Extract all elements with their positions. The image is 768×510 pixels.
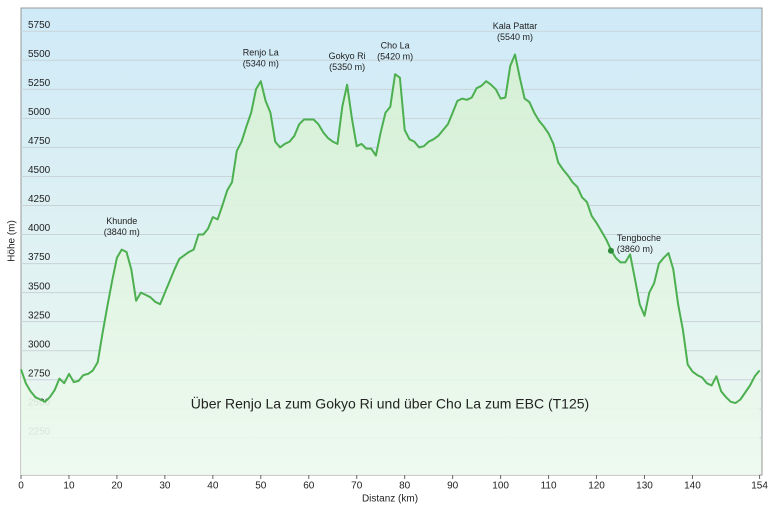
x-tick-label: 90 (447, 481, 459, 492)
y-tick-label: 5000 (28, 107, 51, 118)
x-tick-label: 70 (351, 481, 363, 492)
annotation-label: (3860 m) (617, 244, 653, 254)
annotation-label: Renjo La (243, 48, 279, 58)
y-tick-label: 4750 (28, 136, 51, 147)
y-tick-label: 3250 (28, 310, 51, 321)
x-tick-label: 40 (207, 481, 219, 492)
x-tick-label: 80 (399, 481, 411, 492)
annotation-label: (3840 m) (104, 227, 140, 237)
y-axis-label: Höhe (m) (7, 220, 18, 262)
x-tick-label: 140 (684, 481, 701, 492)
x-tick-label: 100 (492, 481, 509, 492)
y-tick-label: 3750 (28, 252, 51, 263)
x-tick-label: 30 (159, 481, 171, 492)
y-tick-label: 3000 (28, 339, 51, 350)
x-tick-label: 50 (255, 481, 267, 492)
annotation-label: Gokyo Ri (329, 51, 366, 61)
chart-title: Über Renjo La zum Gokyo Ri und über Cho … (191, 395, 589, 412)
annotation-label: Kala Pattar (493, 21, 538, 31)
x-tick-label: 110 (541, 481, 557, 492)
y-tick-label: 4000 (28, 223, 51, 234)
y-tick-label: 2750 (28, 368, 51, 379)
x-tick-label: 60 (303, 481, 315, 492)
y-tick-label: 5250 (28, 78, 51, 89)
x-tick-label: 120 (588, 481, 605, 492)
y-tick-label: 3500 (28, 281, 51, 292)
annotation-label: (5350 m) (329, 62, 365, 72)
y-tick-label: 4500 (28, 165, 51, 176)
area (21, 54, 760, 475)
x-tick-label: 154 (751, 481, 768, 492)
x-tick-label: 10 (63, 481, 75, 492)
annotation-label: (5540 m) (497, 32, 533, 42)
annotation-label: (5340 m) (243, 59, 279, 69)
annotation-label: Khunde (106, 216, 137, 226)
annotation-label: (5420 m) (377, 52, 413, 62)
line (20, 53, 761, 404)
x-tick-label: 130 (636, 481, 653, 492)
y-tick-label: 5750 (28, 20, 51, 31)
annotation-label: Tengboche (617, 233, 661, 243)
x-axis-label: Distanz (km) (362, 494, 418, 505)
y-tick-label: 4250 (28, 194, 51, 205)
annotation-label: Cho La (381, 41, 410, 51)
x-tick-label: 20 (111, 481, 123, 492)
annotation-marker (607, 247, 614, 254)
x-tick-label: 0 (18, 481, 24, 492)
y-tick-label: 5500 (28, 49, 51, 60)
